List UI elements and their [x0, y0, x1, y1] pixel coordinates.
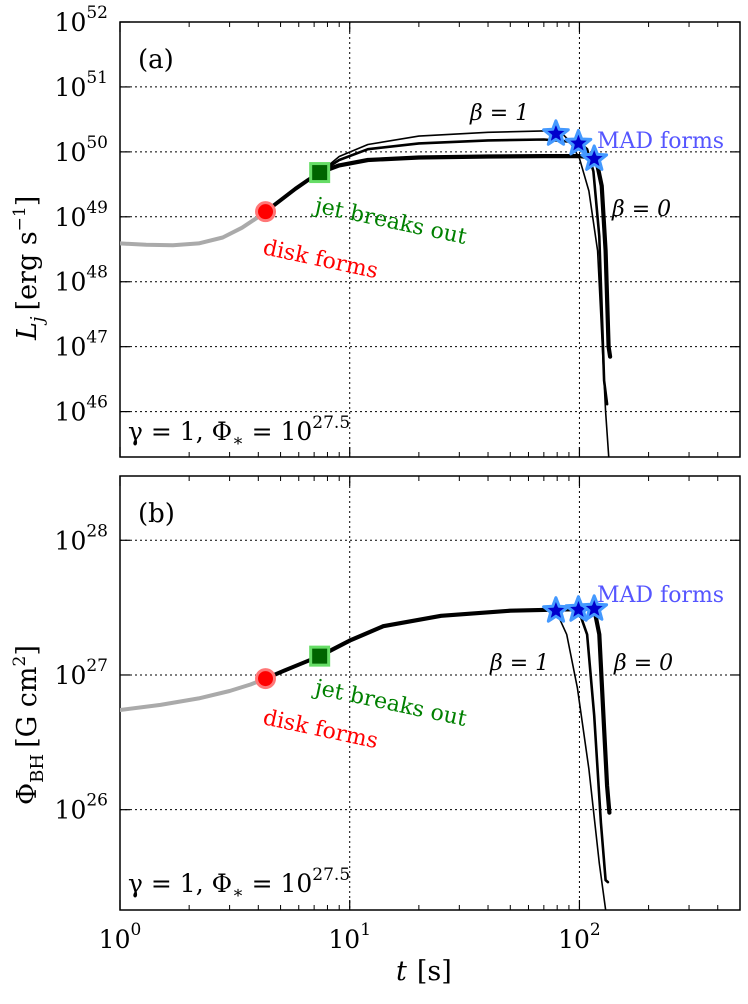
panel-b-beta-zero-label: β = 0 [613, 651, 673, 676]
panel-a-frame [119, 21, 741, 458]
x-tick-label: 100 [99, 920, 142, 954]
mad-forms-star-marker [580, 144, 609, 171]
x-tick-label: 101 [328, 920, 371, 954]
jet-breaks-out-marker [309, 645, 331, 667]
panel-a-grid [119, 21, 741, 457]
y-tick-label: 1050 [55, 133, 108, 167]
panel-b-label: (b) [138, 499, 175, 529]
panel-a-y-ticks: 1052 1051 1050 1049 1048 1047 1046 [55, 3, 108, 427]
panel-b-ylabel: ΦBH[G cm2] [10, 645, 48, 805]
y-tick-label: 1028 [55, 521, 108, 555]
series-line [317, 154, 613, 359]
panel-a-beta-zero-label: β = 0 [611, 197, 671, 222]
series-line [318, 609, 607, 910]
panel-a-disk-forms-label: disk forms [261, 235, 380, 284]
panel-b-grid [119, 476, 741, 910]
series-line [120, 676, 268, 712]
mad-forms-star-marker [542, 119, 570, 146]
disk-forms-marker [255, 201, 277, 223]
y-tick-label: 1026 [55, 791, 108, 825]
panel-a-ylabel: Lj[erg s−1] [10, 196, 48, 341]
jet-breaks-out-marker [309, 162, 331, 184]
panel-a-jet-breaks-out-label: jet breaks out [310, 193, 469, 250]
panel-b-params: γ = 1, Φ∗ = 1027.5 [128, 865, 350, 903]
panel-b-disk-forms-label: disk forms [261, 705, 380, 754]
panel-a-markers [255, 119, 609, 223]
series-line [120, 209, 268, 248]
y-tick-label: 1049 [55, 198, 108, 232]
mad-forms-star-marker [580, 594, 609, 621]
y-tick-label: 1027 [55, 656, 108, 690]
x-axis-label: t [s] [396, 956, 452, 987]
panel-a-beta-one-label: β = 1 [469, 101, 529, 126]
panel-b-markers [255, 594, 609, 690]
y-tick-label: 1046 [55, 393, 108, 427]
panel-a-mad-forms-label: MAD forms [597, 129, 724, 154]
series-line [318, 130, 610, 457]
panel-a: 1052 1051 1050 1049 1048 1047 1046 (a) disk fo… [10, 3, 741, 458]
mad-forms-star-marker [542, 596, 570, 623]
y-tick-label: 1047 [55, 328, 108, 362]
y-tick-label: 1051 [55, 68, 108, 102]
panel-a-label: (a) [138, 45, 174, 75]
x-tick-label: 102 [558, 920, 601, 954]
panel-a-params: γ = 1, Φ∗ = 1027.5 [128, 413, 350, 451]
panel-b-beta-one-label: β = 1 [489, 651, 549, 676]
y-tick-label: 1052 [55, 3, 108, 37]
x-ticks: 100 101 102 [99, 920, 601, 954]
panel-b-frame [119, 475, 741, 911]
disk-forms-marker [255, 668, 277, 690]
y-tick-label: 1048 [55, 263, 108, 297]
panel-b-y-ticks: 1028 1027 1026 [55, 521, 108, 824]
panel-b-mad-forms-label: MAD forms [597, 583, 724, 608]
mad-forms-star-marker [564, 128, 593, 156]
